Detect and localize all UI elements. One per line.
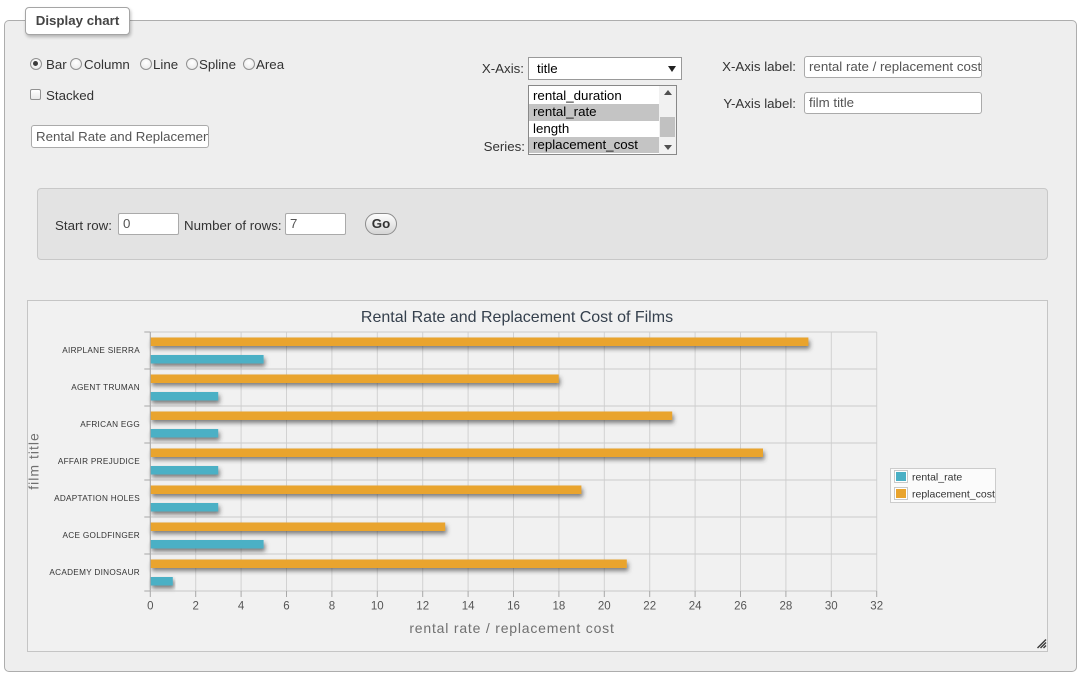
svg-text:ACADEMY DINOSAUR: ACADEMY DINOSAUR: [49, 568, 140, 577]
svg-text:film title: film title: [28, 432, 42, 489]
svg-text:AIRPLANE SIERRA: AIRPLANE SIERRA: [62, 346, 140, 355]
svg-text:6: 6: [283, 601, 289, 613]
svg-text:2: 2: [192, 601, 198, 613]
svg-text:32: 32: [870, 601, 883, 613]
svg-text:12: 12: [416, 601, 429, 613]
svg-text:replacement_cost: replacement_cost: [912, 489, 995, 501]
svg-text:28: 28: [780, 601, 793, 613]
svg-text:14: 14: [462, 601, 475, 613]
svg-text:18: 18: [553, 601, 566, 613]
svg-text:AGENT TRUMAN: AGENT TRUMAN: [71, 383, 140, 392]
svg-text:ACE GOLDFINGER: ACE GOLDFINGER: [63, 531, 140, 540]
svg-text:AFRICAN EGG: AFRICAN EGG: [80, 420, 140, 429]
svg-text:ADAPTATION HOLES: ADAPTATION HOLES: [54, 494, 140, 503]
svg-text:10: 10: [371, 601, 384, 613]
svg-text:26: 26: [734, 601, 747, 613]
svg-text:4: 4: [238, 601, 245, 613]
svg-text:AFFAIR PREJUDICE: AFFAIR PREJUDICE: [58, 457, 140, 466]
svg-text:rental_rate: rental_rate: [912, 472, 962, 484]
svg-text:0: 0: [147, 601, 153, 613]
svg-text:Rental Rate and Replacement Co: Rental Rate and Replacement Cost of Film…: [361, 309, 673, 326]
svg-text:20: 20: [598, 601, 611, 613]
svg-text:24: 24: [689, 601, 702, 613]
svg-text:rental rate / replacement cost: rental rate / replacement cost: [409, 620, 614, 636]
svg-text:22: 22: [643, 601, 656, 613]
svg-text:16: 16: [507, 601, 520, 613]
svg-text:8: 8: [329, 601, 335, 613]
svg-text:30: 30: [825, 601, 838, 613]
